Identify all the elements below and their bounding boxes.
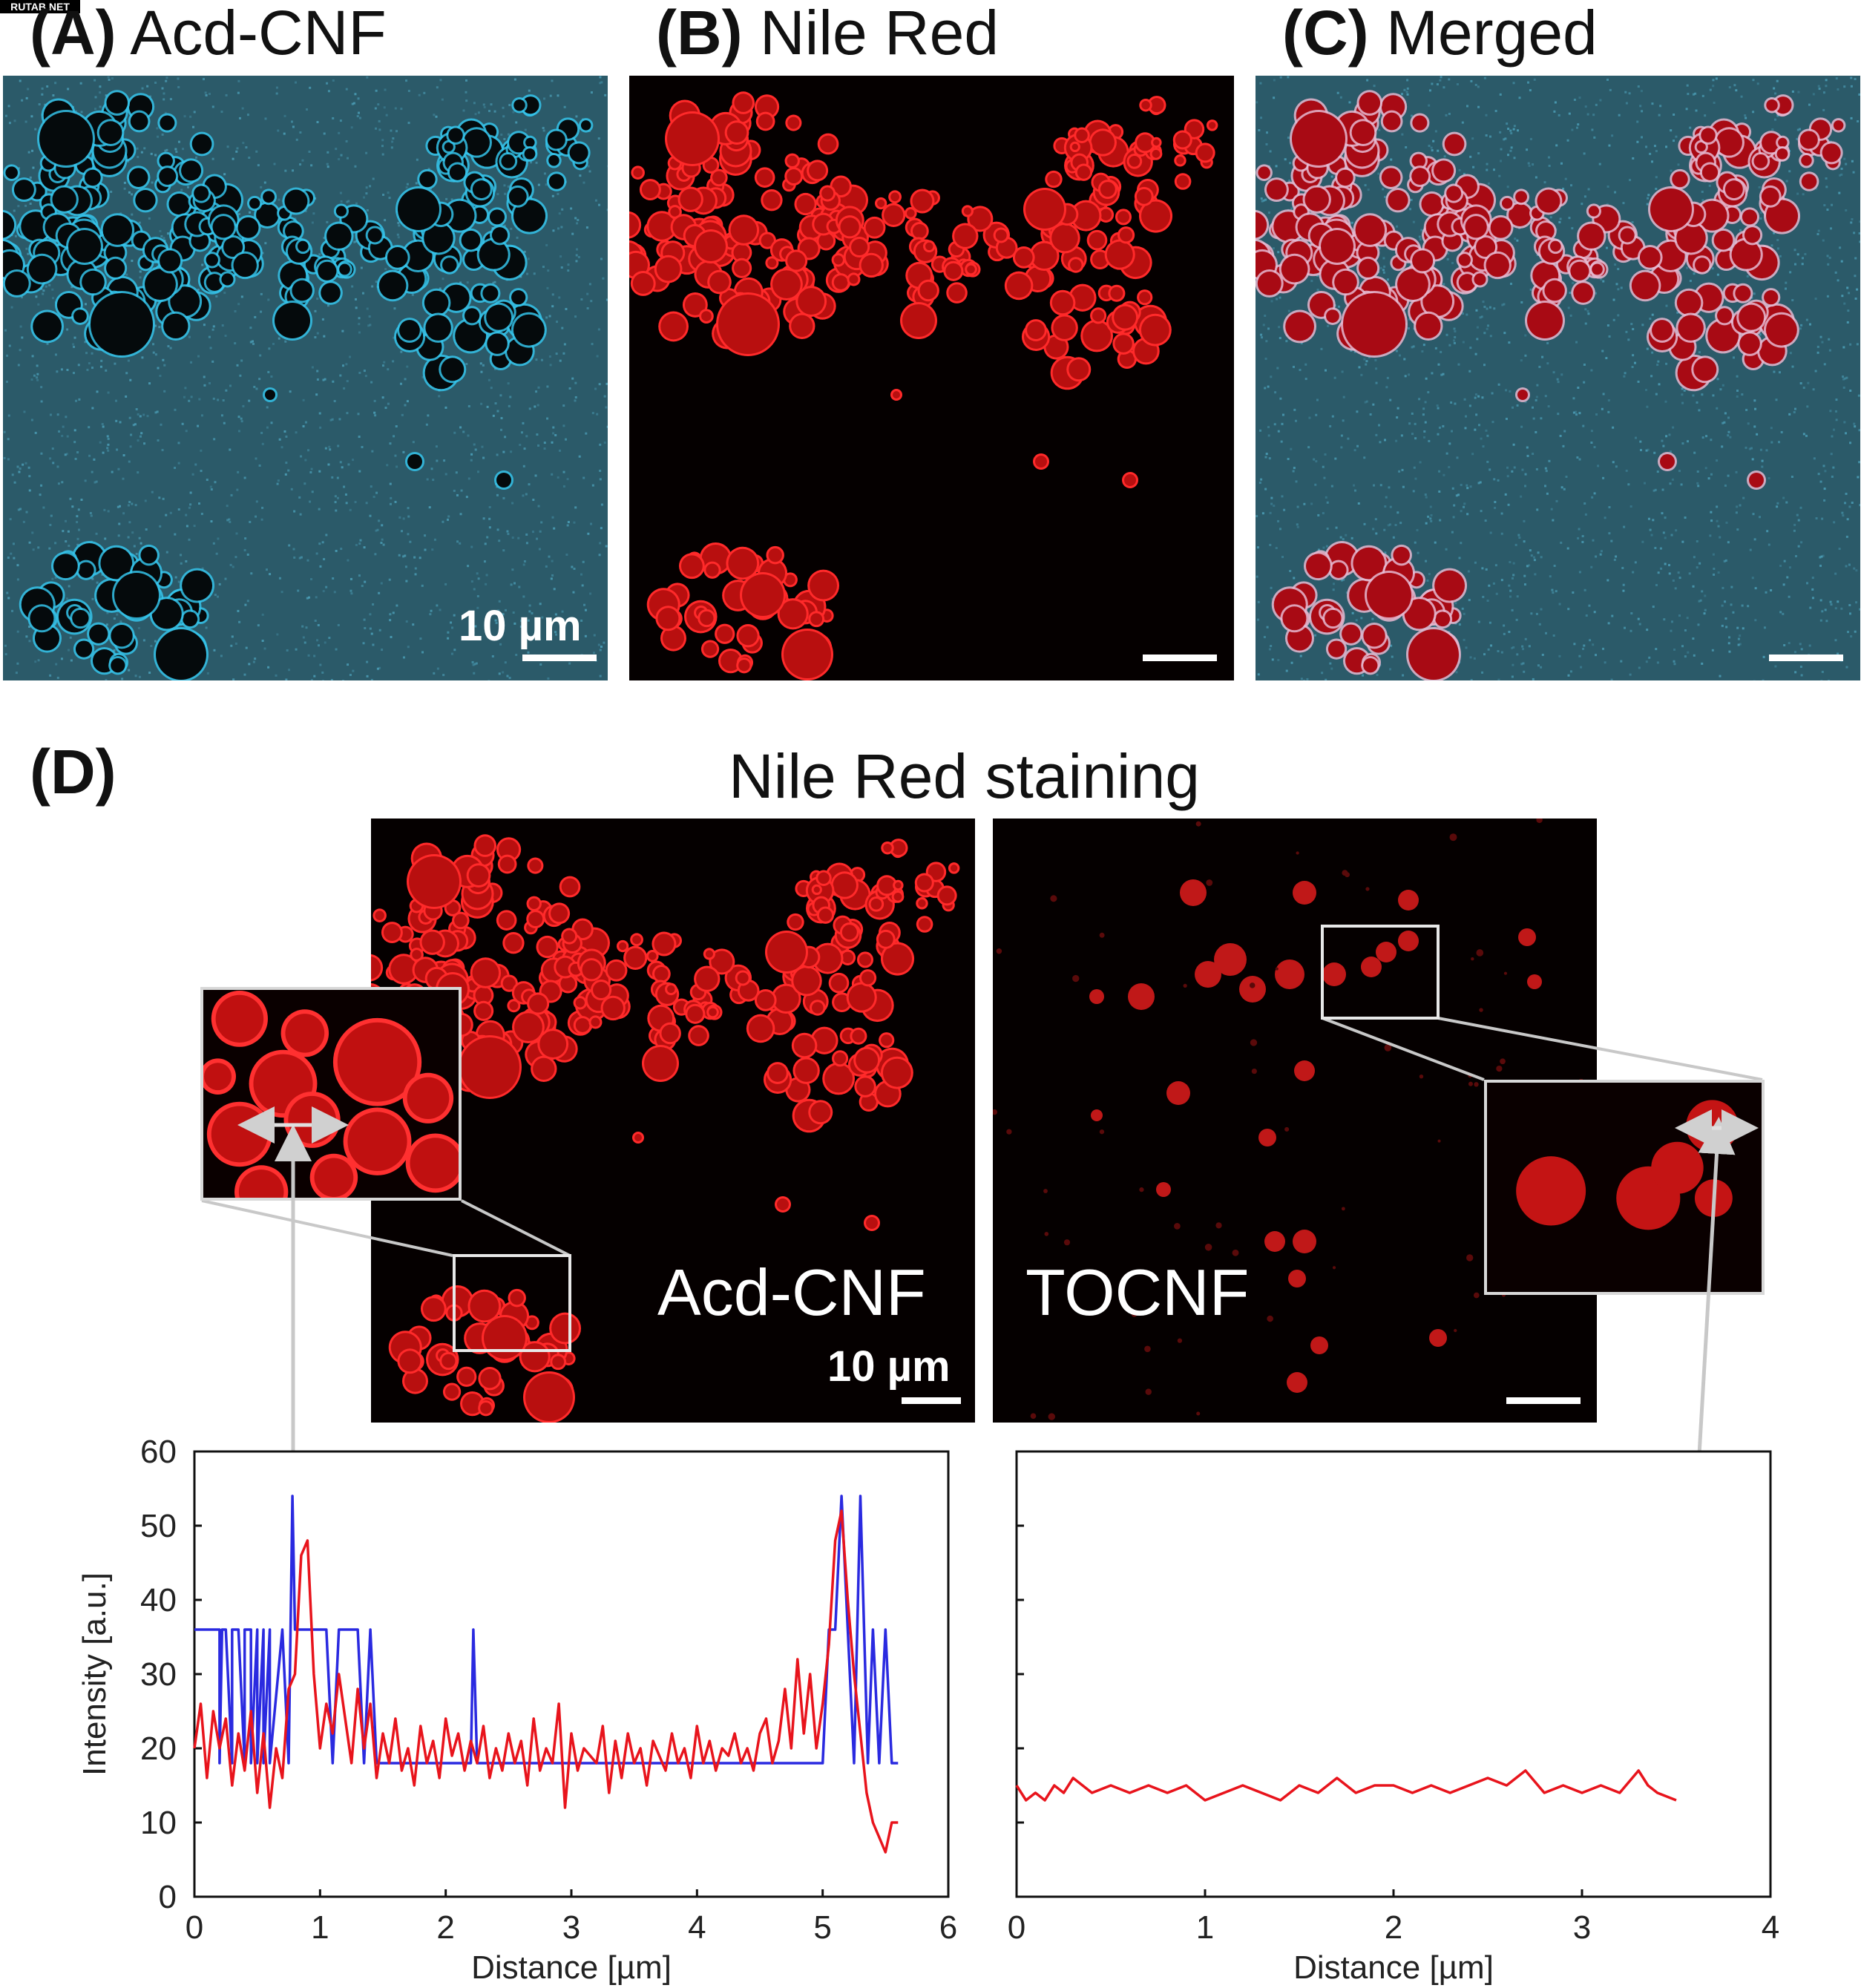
panel-c-label: (C) <box>1282 0 1369 68</box>
chart-tocnf-profile: 0 1 2 3 4 Distance [µm] <box>1008 1450 1779 1986</box>
y-tick-label: 60 <box>140 1434 177 1470</box>
right-selection-box <box>1321 925 1440 1020</box>
y-tick-label: 10 <box>140 1805 177 1841</box>
panel-c-droplets <box>1256 76 1860 680</box>
d-right-droplets <box>993 819 1585 1420</box>
panel-b-text: Nile Red <box>759 0 1000 68</box>
left-zoom-line-1 <box>201 1199 453 1257</box>
x-tick-label: 0 <box>1008 1909 1025 1946</box>
x-tick-label: 3 <box>1573 1909 1591 1946</box>
y-tick-label: 30 <box>140 1656 177 1693</box>
y-tick-label: 0 <box>159 1879 177 1915</box>
y-tick-label: 40 <box>140 1582 177 1618</box>
right-pointer-arrow <box>1697 1117 1736 1455</box>
panel-b-label: (B) <box>656 0 743 68</box>
d-scale-text: 10 µm <box>827 1342 951 1391</box>
cyan-droplet-group <box>3 90 594 680</box>
plot-frame <box>193 1450 950 1898</box>
x-tick-label: 2 <box>1385 1909 1402 1946</box>
d-right-droplet-group <box>993 819 1585 1420</box>
x-tick-label: 5 <box>813 1909 831 1946</box>
d-left-micrograph: Acd-CNF 10 µm <box>371 819 975 1423</box>
d-left-droplets <box>371 834 960 1423</box>
right-zoom-line-2 <box>1437 1017 1763 1081</box>
panel-b-droplets <box>629 91 1218 680</box>
panel-a-text: Acd-CNF <box>130 0 387 68</box>
section-d-heading: Nile Red staining <box>729 741 1201 811</box>
panel-b-micrograph <box>629 76 1234 680</box>
y-tick-label: 20 <box>140 1731 177 1767</box>
panel-a-droplets <box>3 76 608 680</box>
d-left-scale-bar <box>902 1397 961 1404</box>
series-line-red <box>193 1509 899 1854</box>
left-selection-box <box>453 1254 571 1352</box>
d-left-droplet-group <box>371 834 960 1423</box>
y-tick-label: 50 <box>140 1508 177 1544</box>
panel-c-micrograph <box>1256 76 1860 680</box>
watermark: RUTAB.NET <box>0 0 80 13</box>
panel-d-title: (D) <box>30 741 116 803</box>
x-tick-label: 2 <box>436 1909 454 1946</box>
right-zoom-line-1 <box>1322 1017 1485 1081</box>
panel-b-scale-bar <box>1143 655 1217 661</box>
plot-frame <box>1015 1450 1772 1898</box>
x-tick-label: 6 <box>939 1909 957 1946</box>
x-tick-label: 1 <box>1196 1909 1214 1946</box>
panel-c-text: Merged <box>1385 0 1598 68</box>
d-right-label: TOCNF <box>1025 1256 1250 1329</box>
d-right-micrograph: TOCNF <box>993 819 1597 1423</box>
panel-a-scale-bar <box>522 655 597 661</box>
panel-c-title: (C) Merged <box>1282 1 1598 64</box>
panel-a-micrograph: 10 µm <box>3 76 608 680</box>
x-tick-label: 3 <box>562 1909 580 1946</box>
d-left-label: Acd-CNF <box>657 1256 926 1329</box>
panel-a-title: (A) Acd-CNF <box>30 1 387 64</box>
x-axis-label: Distance [µm] <box>1293 1949 1494 1986</box>
x-tick-label: 1 <box>311 1909 329 1946</box>
noise-texture <box>1256 76 1860 680</box>
x-tick-label: 4 <box>688 1909 706 1946</box>
panel-a-label: (A) <box>30 0 116 68</box>
panel-c-scale-bar <box>1769 655 1843 661</box>
x-axis-label: Distance [µm] <box>471 1949 672 1986</box>
left-zoom-line-2 <box>461 1199 571 1257</box>
d-right-scale-bar <box>1506 1397 1581 1404</box>
x-tick-label: 4 <box>1762 1909 1779 1946</box>
panel-b-title: (B) Nile Red <box>656 1 999 64</box>
panel-d-label: (D) <box>30 737 116 807</box>
panel-a-scale-text: 10 µm <box>459 602 582 650</box>
red-droplet-group <box>629 91 1218 680</box>
x-tick-label: 0 <box>186 1909 203 1946</box>
right-inset <box>1484 1080 1765 1295</box>
series-line-blue <box>194 1495 899 1765</box>
merged-droplet-group <box>1256 90 1846 680</box>
series-line-red <box>1015 1769 1677 1802</box>
y-axis-label: Intensity [a.u.] <box>76 1572 113 1776</box>
